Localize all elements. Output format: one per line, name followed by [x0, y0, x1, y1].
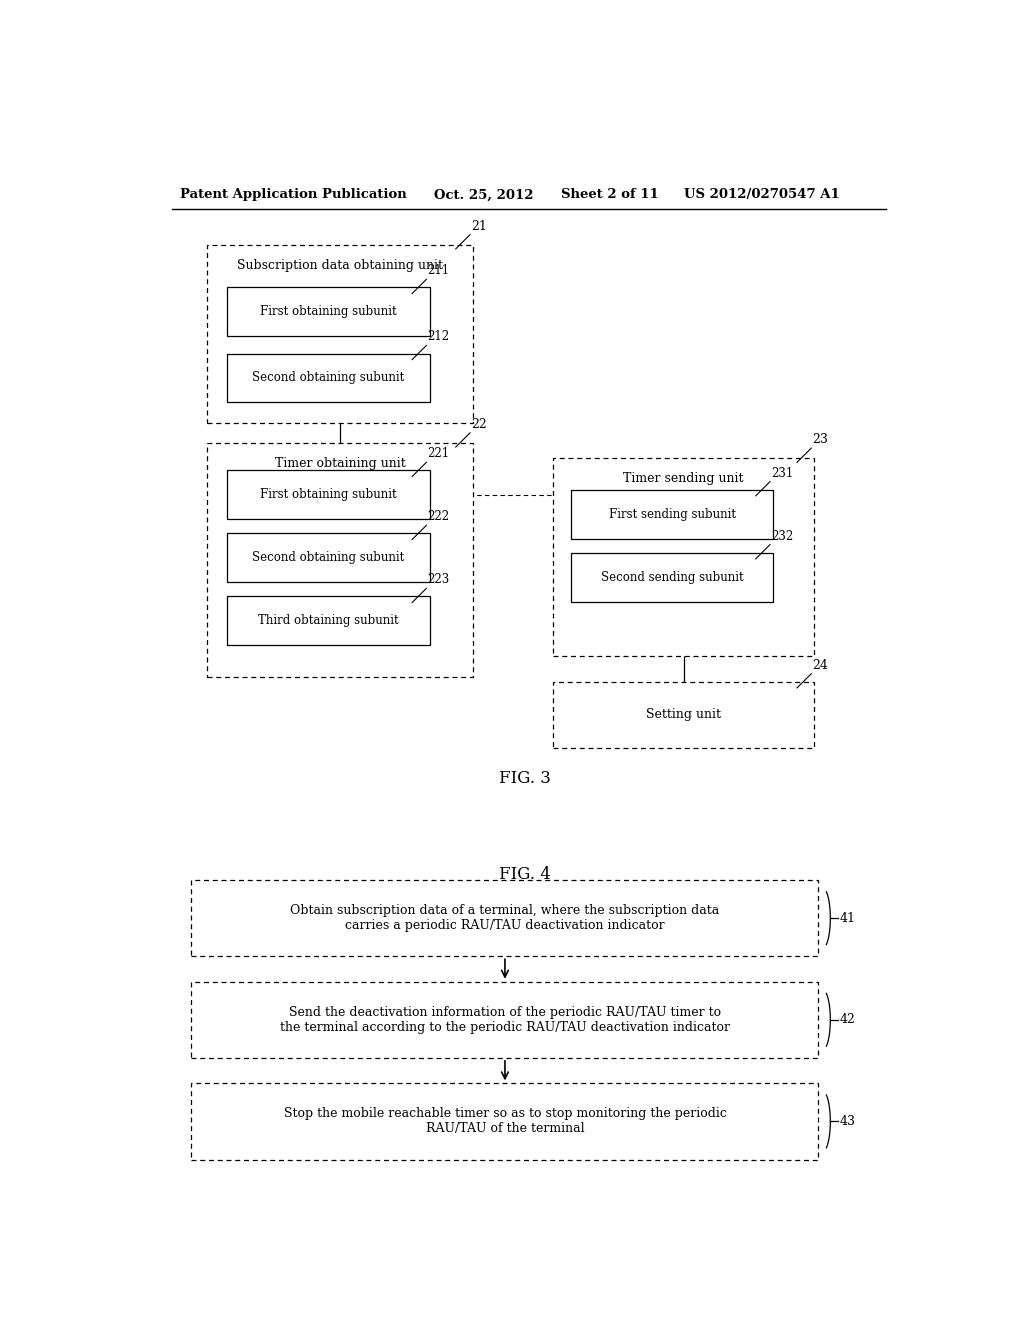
Bar [207, 244, 473, 422]
Text: Second sending subunit: Second sending subunit [601, 570, 743, 583]
Text: 43: 43 [840, 1115, 856, 1127]
Text: 211: 211 [427, 264, 450, 277]
Text: US 2012/0270547 A1: US 2012/0270547 A1 [684, 189, 840, 202]
Bar [227, 288, 430, 337]
Bar [227, 597, 430, 645]
Text: Timer obtaining unit: Timer obtaining unit [274, 457, 406, 470]
Text: Stop the mobile reachable timer so as to stop monitoring the periodic
RAU/TAU of: Stop the mobile reachable timer so as to… [284, 1107, 726, 1135]
Text: 223: 223 [427, 573, 450, 586]
Text: Sheet 2 of 11: Sheet 2 of 11 [560, 189, 658, 202]
Text: 22: 22 [471, 418, 486, 430]
Text: 42: 42 [840, 1014, 856, 1026]
Text: Second obtaining subunit: Second obtaining subunit [252, 552, 404, 565]
Text: FIG. 3: FIG. 3 [499, 770, 551, 787]
Text: Subscription data obtaining unit: Subscription data obtaining unit [238, 259, 443, 272]
Text: First obtaining subunit: First obtaining subunit [260, 305, 396, 318]
Bar [553, 682, 814, 748]
Text: 222: 222 [427, 511, 450, 523]
Text: Patent Application Publication: Patent Application Publication [179, 189, 407, 202]
Bar [191, 982, 818, 1057]
Bar [227, 354, 430, 403]
Bar [227, 533, 430, 582]
Text: 232: 232 [771, 529, 793, 543]
Bar [227, 470, 430, 519]
Bar [570, 553, 773, 602]
Text: 221: 221 [427, 447, 450, 461]
Bar [191, 880, 818, 956]
Text: Timer sending unit: Timer sending unit [624, 473, 743, 484]
Text: 23: 23 [812, 433, 828, 446]
Text: First obtaining subunit: First obtaining subunit [260, 488, 396, 502]
Text: Third obtaining subunit: Third obtaining subunit [258, 614, 398, 627]
Text: 41: 41 [840, 912, 856, 924]
Text: First sending subunit: First sending subunit [608, 508, 735, 520]
Text: Setting unit: Setting unit [646, 709, 721, 721]
Text: 21: 21 [471, 219, 486, 232]
Bar [553, 458, 814, 656]
Text: Second obtaining subunit: Second obtaining subunit [252, 371, 404, 384]
Bar [191, 1084, 818, 1159]
Text: 212: 212 [427, 330, 450, 343]
Text: 231: 231 [771, 466, 793, 479]
Text: 24: 24 [812, 659, 828, 672]
Bar [207, 444, 473, 677]
Text: Oct. 25, 2012: Oct. 25, 2012 [433, 189, 534, 202]
Bar [570, 490, 773, 539]
Text: Send the deactivation information of the periodic RAU/TAU timer to
the terminal : Send the deactivation information of the… [280, 1006, 730, 1034]
Text: FIG. 4: FIG. 4 [499, 866, 551, 883]
Text: Obtain subscription data of a terminal, where the subscription data
carries a pe: Obtain subscription data of a terminal, … [291, 904, 720, 932]
